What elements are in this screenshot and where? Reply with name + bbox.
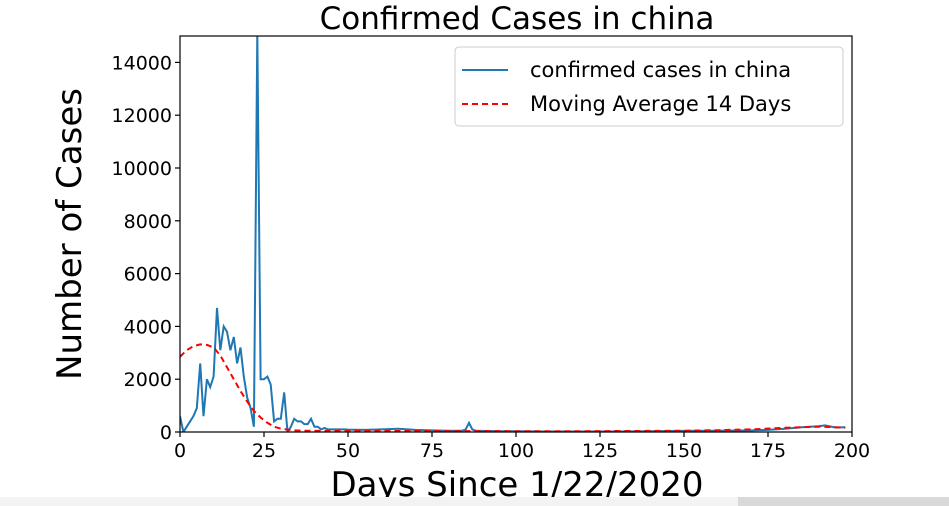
legend-label-moving-average: Moving Average 14 Days xyxy=(530,92,791,116)
y-tick-label: 4000 xyxy=(124,316,172,338)
x-tick-label: 100 xyxy=(498,440,534,462)
legend: confirmed cases in china Moving Average … xyxy=(454,46,844,127)
x-tick-label: 175 xyxy=(750,440,786,462)
plot-area: 0 25 50 75 100 125 150 175 200020004000600080001… xyxy=(112,35,870,462)
bottom-scroll-thumb[interactable] xyxy=(738,497,949,506)
y-axis-label: Number of Cases xyxy=(50,88,90,380)
bottom-scroll-track xyxy=(0,497,738,506)
x-tick-label: 200 xyxy=(834,440,870,462)
x-tick-label: 75 xyxy=(420,440,444,462)
x-tick-label: 125 xyxy=(582,440,618,462)
x-tick-label: 0 xyxy=(174,440,186,462)
legend-box xyxy=(454,46,844,127)
x-tick-label: 50 xyxy=(336,440,360,462)
y-tick-label: 10000 xyxy=(112,158,172,180)
y-tick-label: 2000 xyxy=(124,369,172,391)
x-tick-label: 150 xyxy=(666,440,702,462)
y-tick-label: 6000 xyxy=(124,264,172,286)
chart-title: Confirmed Cases in china xyxy=(320,1,715,37)
legend-label-confirmed: confirmed cases in china xyxy=(530,58,791,82)
x-tick-label: 25 xyxy=(252,440,276,462)
y-tick-label: 12000 xyxy=(112,105,172,127)
y-tick-label: 8000 xyxy=(124,211,172,233)
y-tick-label: 14000 xyxy=(112,52,172,74)
y-tick-label: 0 xyxy=(160,422,172,444)
